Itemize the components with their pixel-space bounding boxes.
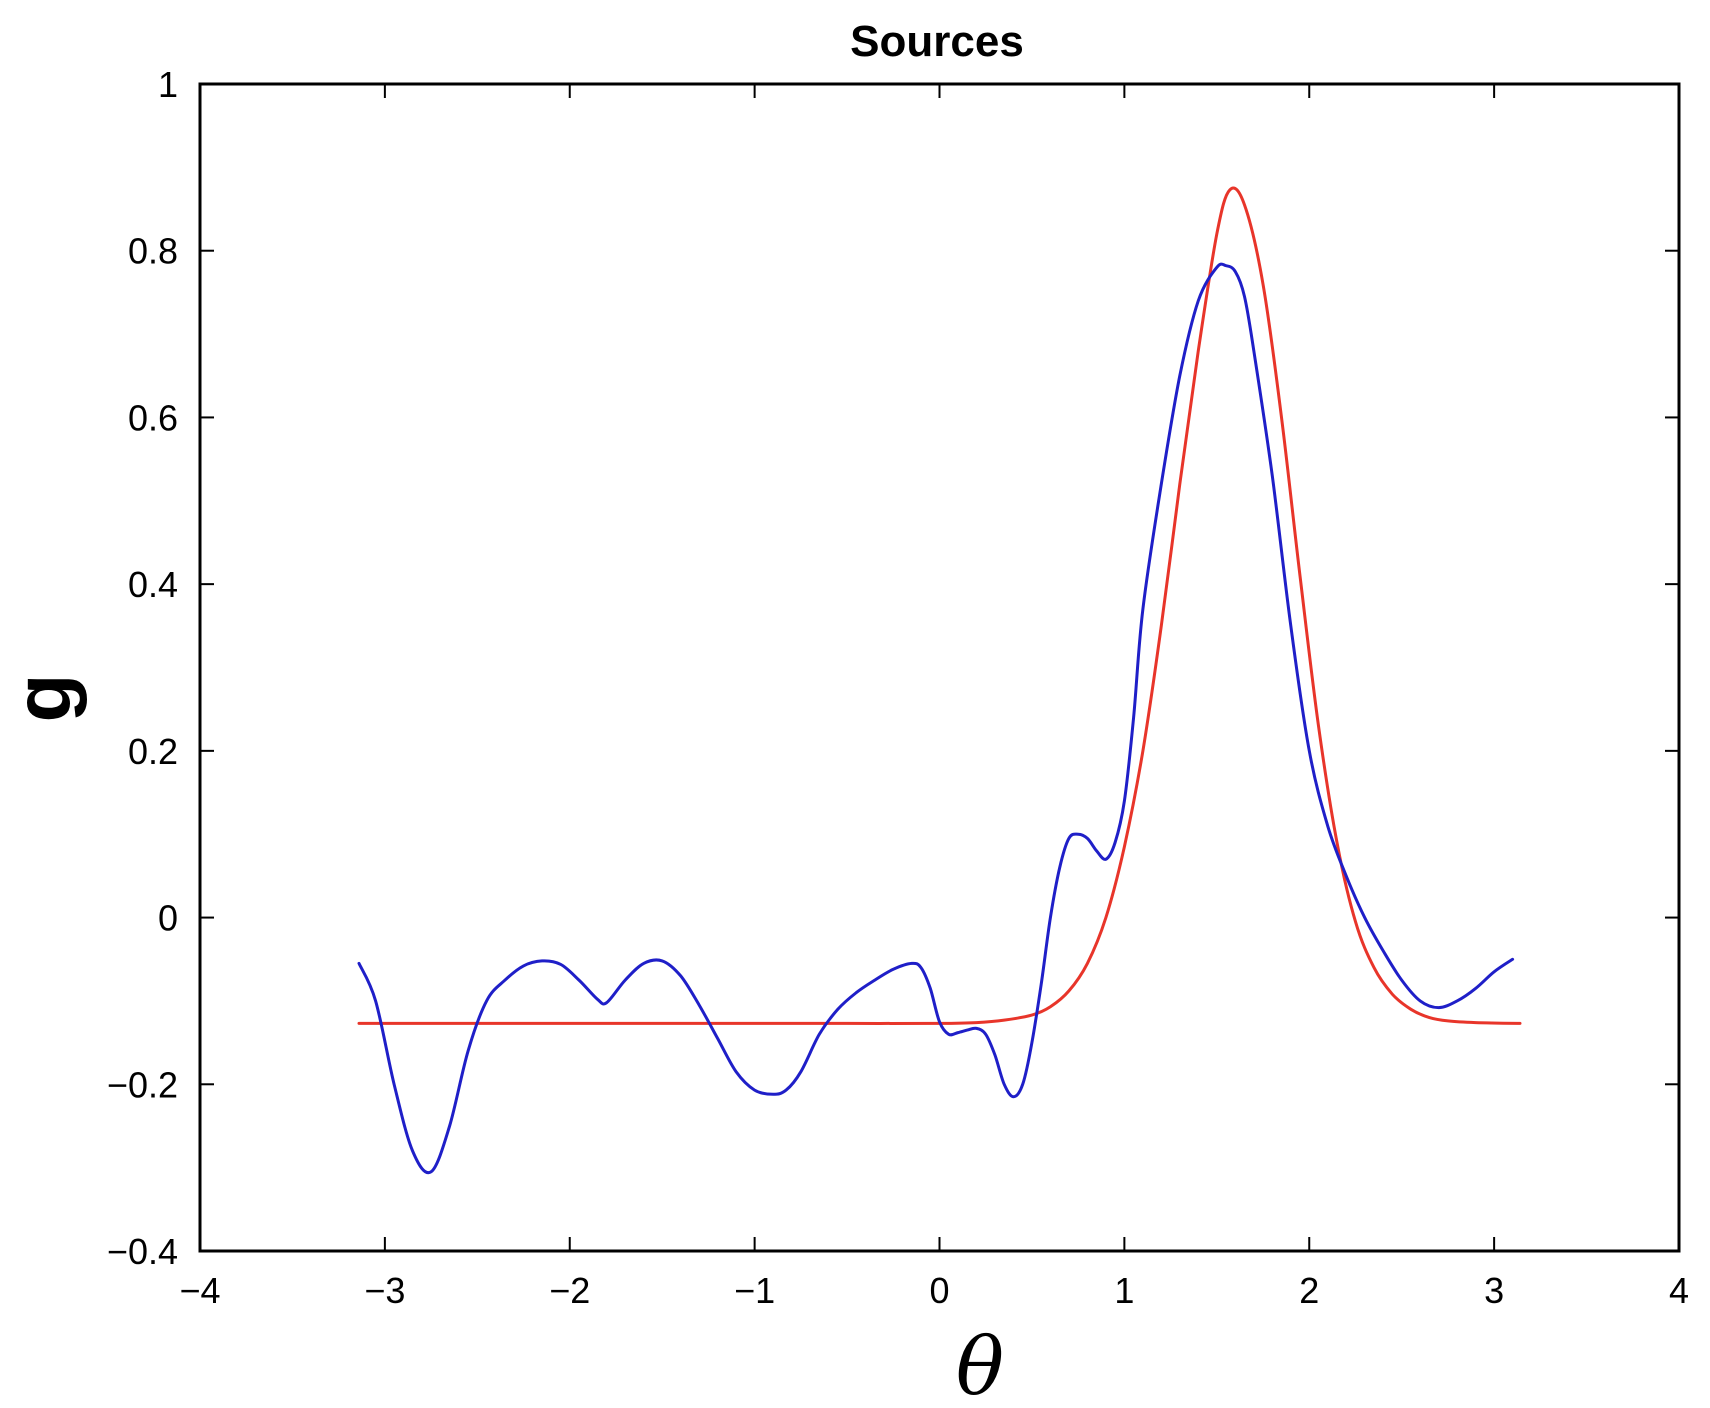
axis-ticks: −4 −3 −2 −1 0 1 2 3 4 −0.4 −0.2 0 0.2 0.4 0.6 0.8 1 (107, 64, 1689, 1311)
series-layer (357, 186, 1522, 1175)
y-tick-label: 0.2 (128, 731, 178, 772)
y-axis-label: g (0, 674, 87, 723)
series-line-2 (357, 262, 1515, 1175)
x-tick-label: 4 (1669, 1270, 1689, 1311)
y-tick-label: −0.2 (107, 1064, 178, 1105)
x-tick-label: −2 (549, 1270, 590, 1311)
chart-title: Sources (850, 17, 1024, 66)
x-tick-label: 1 (1114, 1270, 1134, 1311)
x-tick-label: −1 (734, 1270, 775, 1311)
x-tick-label: −4 (179, 1270, 220, 1311)
x-tick-label: 3 (1484, 1270, 1504, 1311)
y-tick-label: 0.4 (128, 564, 178, 605)
plot-frame (198, 82, 1681, 1253)
y-tick-label: 0 (158, 898, 178, 939)
y-tick-label: −0.4 (107, 1231, 178, 1272)
y-tick-label: 0.8 (128, 231, 178, 272)
y-tick-label: 1 (158, 64, 178, 105)
x-axis-label: θ (956, 1320, 1004, 1408)
x-tick-label: 2 (1299, 1270, 1319, 1311)
x-tick-label: −3 (364, 1270, 405, 1311)
series-line-1 (357, 186, 1522, 1025)
y-tick-label: 0.6 (128, 397, 178, 438)
x-tick-label: 0 (929, 1270, 949, 1311)
